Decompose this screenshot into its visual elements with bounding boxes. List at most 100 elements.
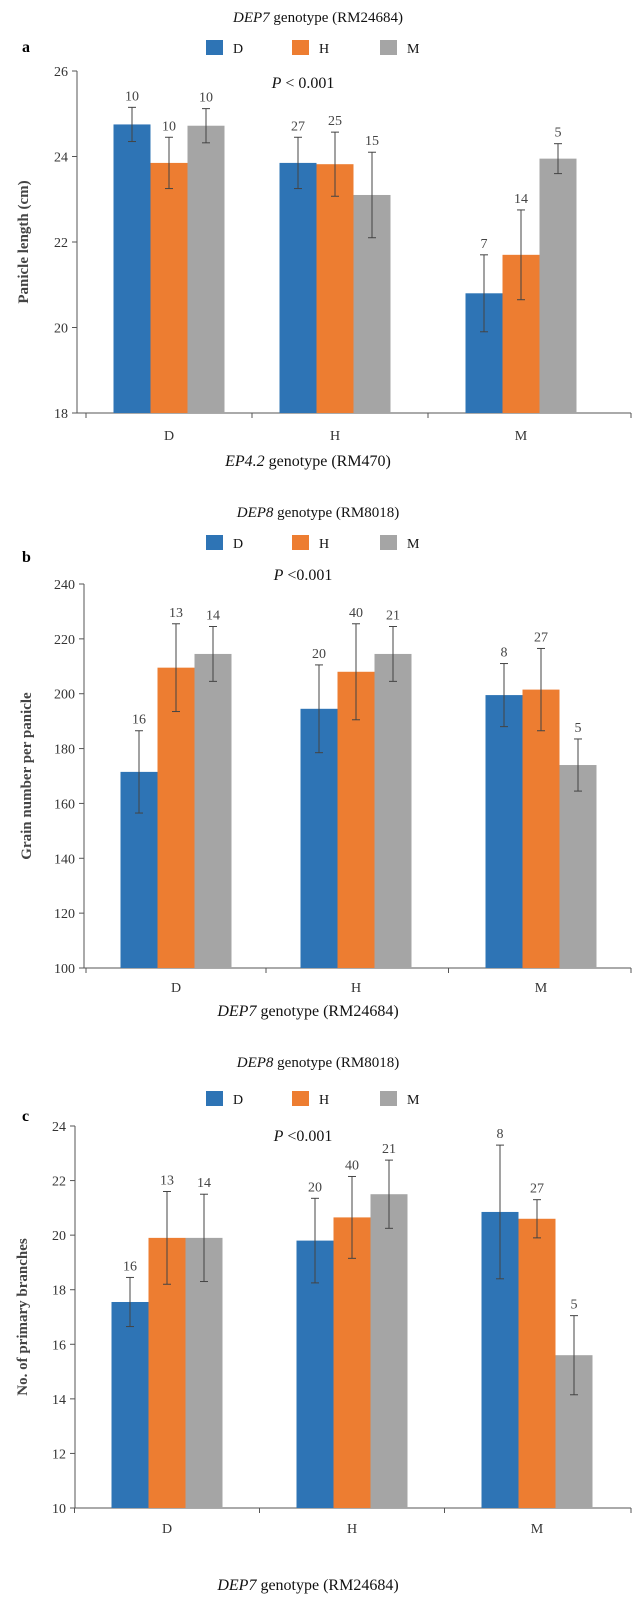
legend-label-D: D [233,1093,243,1108]
y-tick-label: 16 [52,1338,66,1353]
x-axis-label-rest: genotype (RM470) [265,453,391,470]
bar-M-H [374,653,412,968]
y-tick-label: 160 [54,797,75,812]
sample-size-label: 27 [534,630,548,645]
p-value-annotation-italic: P [273,567,284,584]
legend-label-H: H [319,1093,329,1108]
legend-swatch-H [292,1091,309,1106]
y-tick-label: 20 [54,322,68,337]
top-genotype-label-italic: DEP7 [232,10,271,26]
y-tick-label: 18 [52,1284,66,1299]
y-tick-label: 140 [54,852,75,867]
sample-size-label: 21 [386,609,400,624]
bar-D-H [296,1240,334,1508]
sample-size-label: 8 [497,1127,504,1142]
legend-label-M: M [407,537,420,552]
top-genotype-label: DEP7 genotype (RM24684) [232,10,403,26]
bar-H-H [316,164,354,413]
p-value-annotation-rest: < 0.001 [281,75,334,92]
top-genotype-label-italic: DEP8 [236,505,274,521]
x-category-label: M [531,1522,544,1537]
y-tick-label: 240 [54,578,75,593]
bar-M-D [185,1237,223,1508]
y-axis-label: No. of primary branches [15,1238,31,1396]
y-tick-label: 10 [52,1502,66,1517]
bar-H-M [518,1218,556,1508]
sample-size-label: 14 [206,609,220,624]
x-axis-label-italic: EP4.2 [224,453,265,470]
sample-size-label: 25 [328,114,342,129]
legend-swatch-H [292,535,309,550]
y-tick-label: 120 [54,907,75,922]
y-tick-label: 24 [54,151,68,166]
sample-size-label: 27 [291,119,305,134]
sample-size-label: 13 [160,1173,174,1188]
sample-size-label: 5 [575,721,582,736]
panel-letter: a [22,39,30,56]
x-category-label: D [171,981,181,996]
top-genotype-label-italic: DEP8 [236,1055,274,1071]
chart-panel-b: DEP8 genotype (RM8018) b D H M P <0.001 100 120… [19,505,632,1020]
chart-panel-c: DEP8 genotype (RM8018) c D H M P <0.001 10 12 14… [15,1055,632,1594]
legend-label-H: H [319,42,329,57]
sample-size-label: 40 [349,606,363,621]
p-value-annotation: P <0.001 [273,567,333,584]
p-value-annotation-italic: P [273,1128,284,1145]
y-axis-label: Grain number per panicle [19,692,35,860]
top-genotype-label: DEP8 genotype (RM8018) [236,505,400,521]
bar-H-D [150,162,188,413]
y-tick-label: 26 [54,65,68,80]
bar-M-H [370,1194,408,1508]
bar-M-M [559,765,597,968]
y-tick-label: 22 [52,1175,66,1190]
legend-swatch-M [380,1091,397,1106]
legend-swatch-D [206,40,223,55]
x-axis-label: DEP7 genotype (RM24684) [216,1003,398,1020]
legend-swatch-M [380,535,397,550]
sample-size-label: 16 [132,713,146,728]
bar-H-H [333,1217,371,1508]
y-tick-label: 18 [54,407,68,422]
bar-D-D [111,1301,149,1508]
x-category-label: D [162,1522,172,1537]
panel-letter: c [22,1108,29,1125]
sample-size-label: 10 [162,119,176,134]
x-axis-label-rest: genotype (RM24684) [256,1003,398,1020]
sample-size-label: 7 [481,237,488,252]
legend-label-D: D [233,537,243,552]
x-category-label: H [347,1522,357,1537]
sample-size-label: 14 [197,1176,211,1191]
x-axis-label-italic: DEP7 [216,1577,257,1594]
y-tick-label: 200 [54,688,75,703]
legend-label-M: M [407,42,420,57]
legend-label-D: D [233,42,243,57]
legend-label-M: M [407,1093,420,1108]
legend-swatch-D [206,1091,223,1106]
legend-label-H: H [319,537,329,552]
y-axis-label: Panicle length (cm) [16,180,32,303]
x-axis-label: EP4.2 genotype (RM470) [224,453,391,470]
legend-swatch-H [292,40,309,55]
p-value-annotation-rest: <0.001 [283,1128,332,1145]
bar-M-D [194,653,232,968]
bar-H-D [157,667,195,968]
sample-size-label: 16 [123,1259,137,1274]
sample-size-label: 13 [169,606,183,621]
x-category-label: H [351,981,361,996]
sample-size-label: 8 [501,646,508,661]
sample-size-label: 5 [555,126,562,141]
p-value-annotation-rest: <0.001 [283,567,332,584]
top-genotype-label-rest: genotype (RM24684) [270,10,403,26]
y-tick-label: 22 [54,236,68,251]
x-axis-label: DEP7 genotype (RM24684) [216,1577,398,1594]
sample-size-label: 20 [312,647,326,662]
y-tick-label: 12 [52,1447,66,1462]
top-genotype-label-rest: genotype (RM8018) [273,1055,399,1071]
p-value-annotation-italic: P [271,75,282,92]
bar-D-M [485,695,523,968]
y-tick-label: 180 [54,743,75,758]
p-value-annotation: P <0.001 [273,1128,333,1145]
x-category-label: H [330,429,340,444]
x-axis-label-rest: genotype (RM24684) [256,1577,398,1594]
